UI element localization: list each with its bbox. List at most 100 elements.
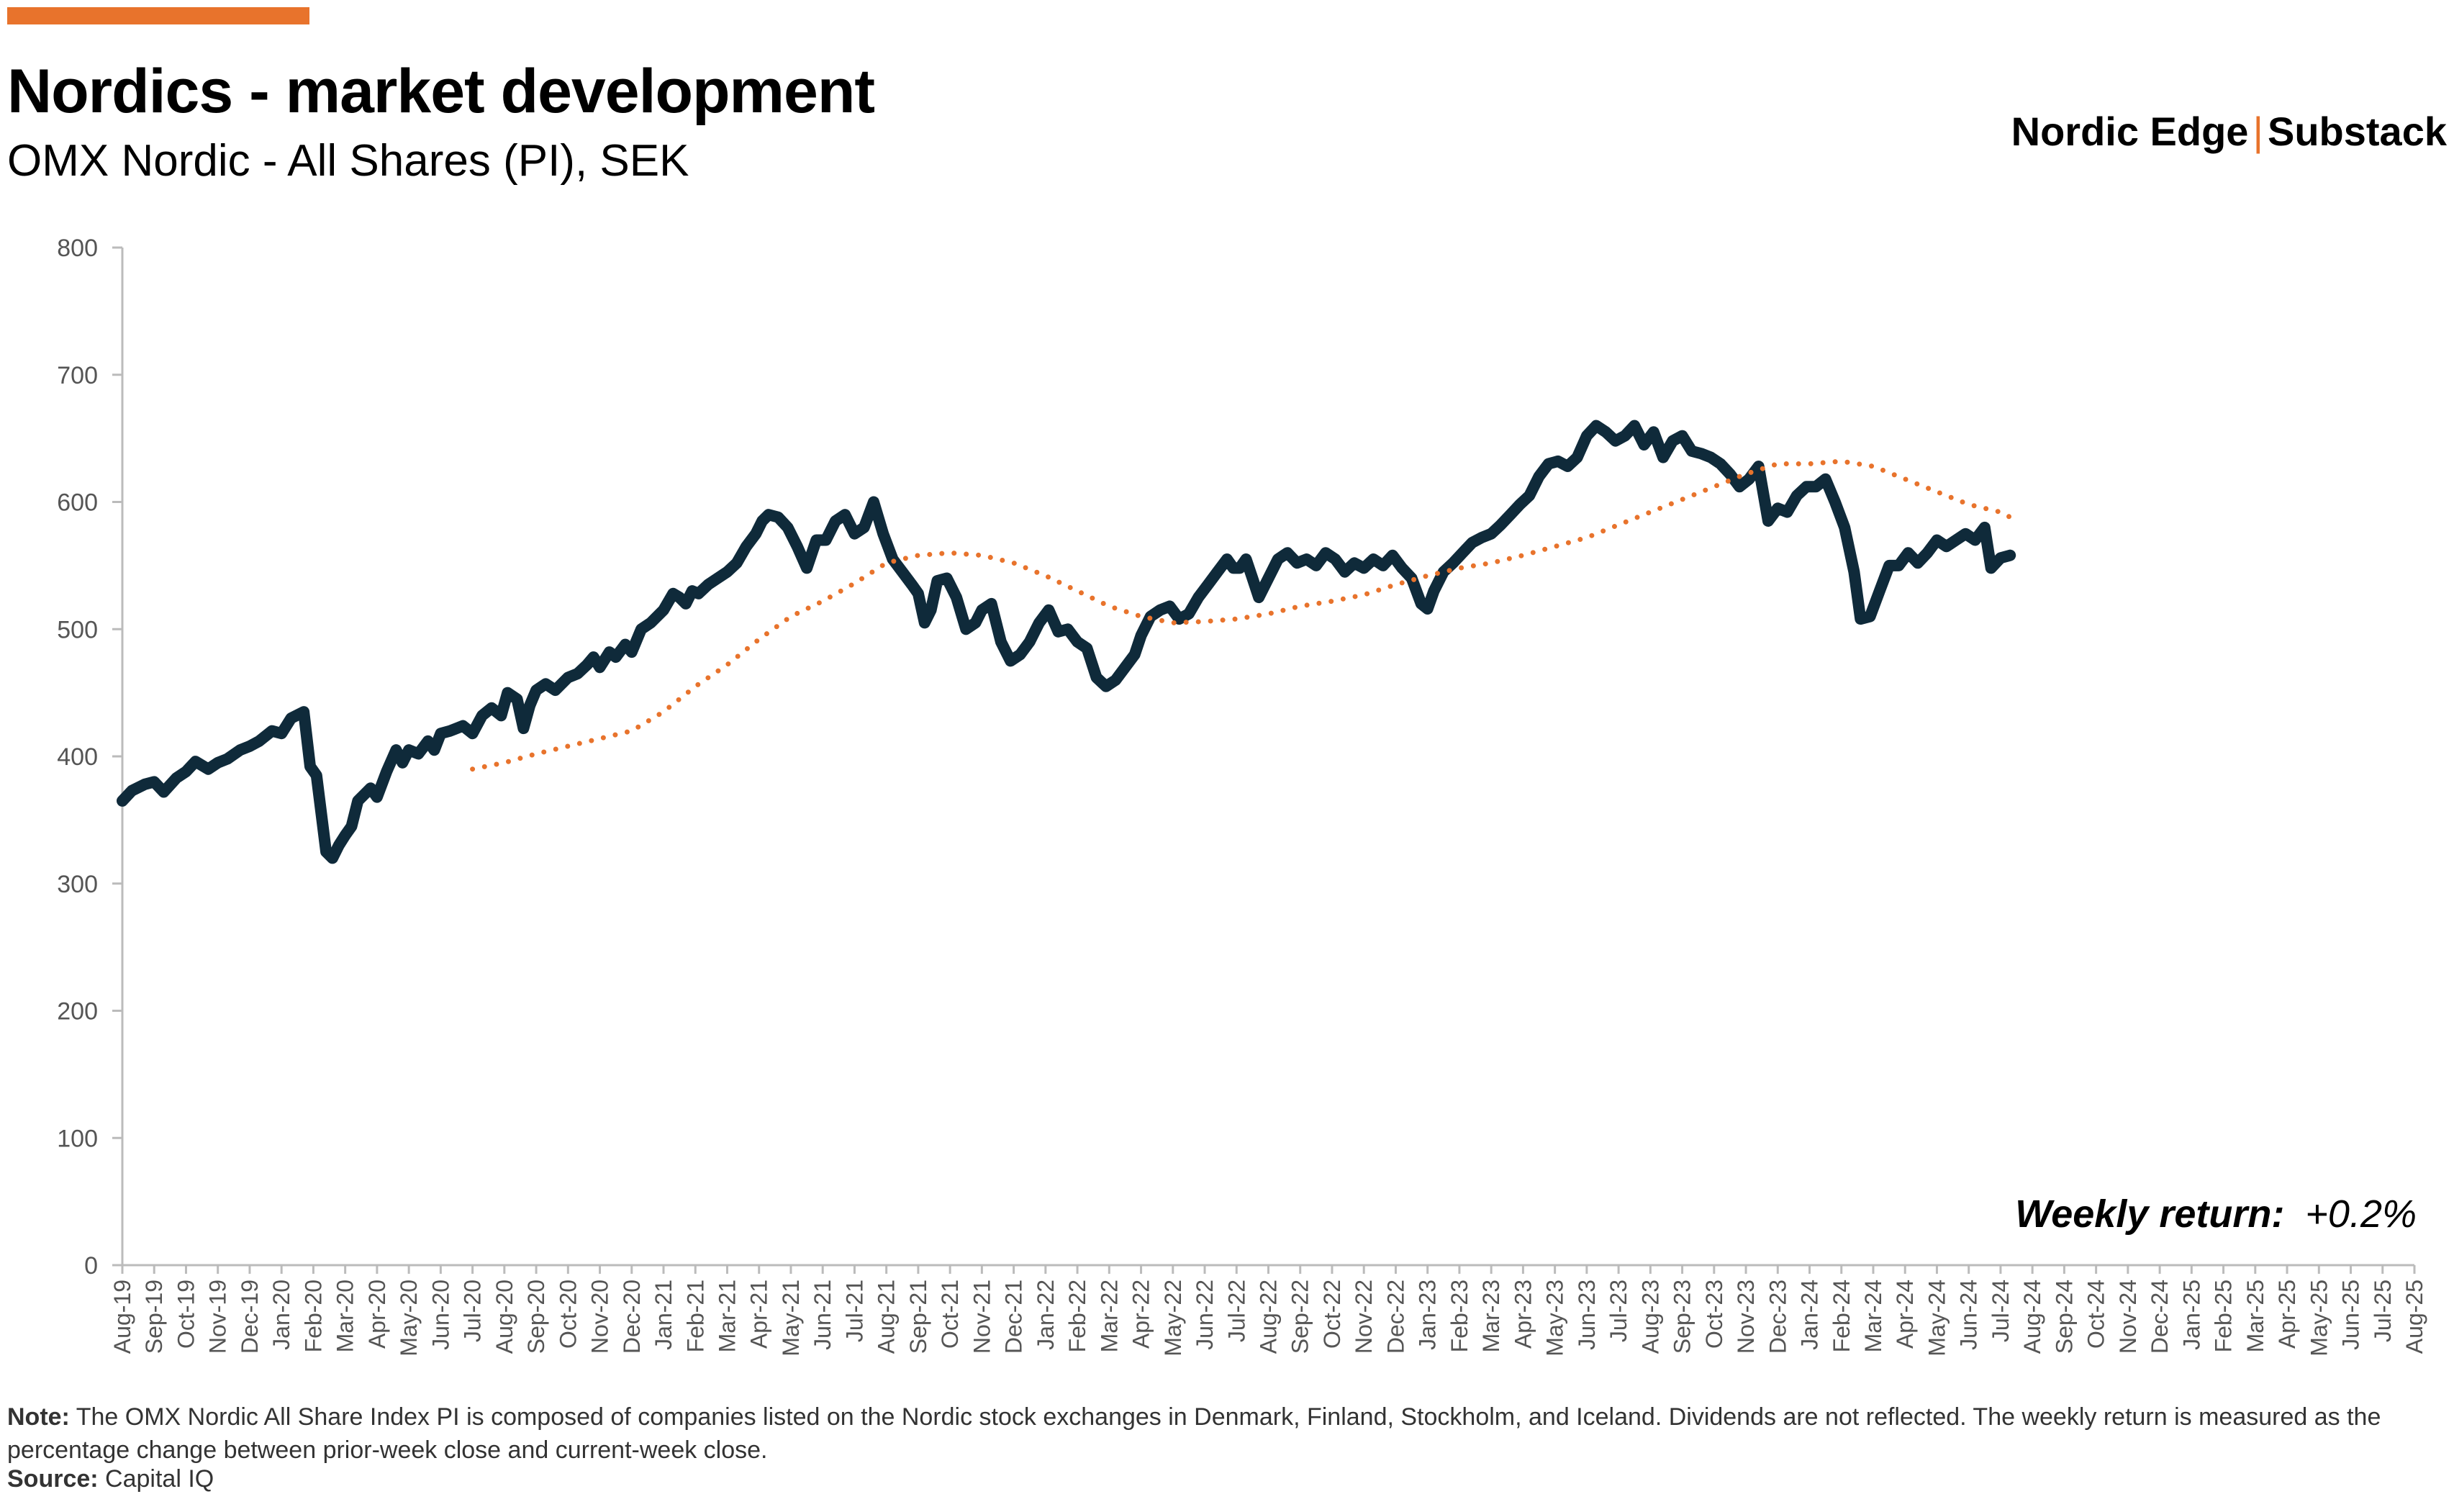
x-tick-label: May-25	[2306, 1280, 2332, 1357]
x-tick-label: Mar-24	[1860, 1280, 1886, 1352]
x-tick-label: May-22	[1160, 1280, 1186, 1357]
x-tick-label: Dec-20	[619, 1280, 645, 1354]
chart-title: Nordics - market development	[7, 57, 875, 126]
x-tick-label: Jan-25	[2178, 1280, 2204, 1350]
y-tick-label: 300	[57, 871, 98, 898]
x-tick-label: Nov-20	[587, 1280, 613, 1354]
brand-platform: Substack	[2268, 109, 2447, 154]
x-tick-label: Jan-23	[1415, 1280, 1441, 1350]
x-tick-label: May-24	[1924, 1280, 1950, 1357]
y-tick-label: 800	[57, 235, 98, 262]
x-tick-label: Feb-20	[300, 1280, 326, 1352]
x-tick-label: Apr-20	[364, 1280, 390, 1349]
weekly-return-annotation: Weekly return: +0.2%	[2015, 1192, 2417, 1236]
x-tick-label: Sep-19	[141, 1280, 167, 1354]
x-tick-label: Nov-23	[1733, 1280, 1759, 1354]
x-tick-label: Jan-21	[651, 1280, 676, 1350]
x-tick-label: Feb-23	[1446, 1280, 1472, 1352]
y-tick-label: 700	[57, 362, 98, 389]
x-tick-label: Mar-21	[714, 1280, 740, 1352]
x-axis-ticks: Aug-19 Sep-19 Oct-19 Nov-19 Dec-19 Jan-20 Feb-…	[109, 1265, 2427, 1357]
x-tick-label: Dec-22	[1382, 1280, 1408, 1354]
x-tick-label: May-21	[778, 1280, 804, 1357]
source-line: Source: Capital IQ	[7, 1465, 214, 1493]
x-tick-label: Jun-22	[1192, 1280, 1218, 1350]
x-tick-label: Oct-19	[173, 1280, 199, 1349]
x-tick-label: Dec-24	[2147, 1280, 2173, 1354]
x-tick-label: Oct-22	[1319, 1280, 1345, 1349]
weekly-return-value: +0.2%	[2305, 1192, 2417, 1236]
series-group	[117, 420, 2016, 864]
y-tick-label: 400	[57, 743, 98, 771]
x-tick-label: Aug-19	[109, 1280, 135, 1354]
accent-bar	[7, 7, 309, 24]
x-tick-label: Jun-21	[810, 1280, 836, 1350]
x-tick-label: Oct-21	[937, 1280, 963, 1349]
x-tick-label: Oct-20	[555, 1280, 581, 1349]
x-tick-label: Sep-22	[1287, 1280, 1313, 1354]
note-label: Note:	[7, 1403, 70, 1431]
x-tick-label: Mar-23	[1478, 1280, 1504, 1352]
x-tick-label: Dec-19	[237, 1280, 263, 1354]
weekly-return-label: Weekly return:	[2015, 1192, 2284, 1236]
x-tick-label: Jun-24	[1956, 1280, 1982, 1350]
x-tick-label: Feb-21	[682, 1280, 708, 1352]
x-tick-label: Sep-20	[523, 1280, 549, 1354]
x-tick-label: Feb-22	[1064, 1280, 1090, 1352]
x-tick-label: Feb-25	[2211, 1280, 2237, 1352]
x-tick-label: Jul-22	[1223, 1280, 1249, 1342]
x-tick-label: Apr-24	[1892, 1280, 1918, 1349]
trend-line-dotted	[470, 458, 2013, 772]
source-text: Capital IQ	[105, 1465, 214, 1493]
x-tick-label: Jun-23	[1574, 1280, 1600, 1350]
x-tick-label: May-20	[396, 1280, 422, 1357]
x-tick-label: May-23	[1542, 1280, 1568, 1357]
x-tick-label: Jul-24	[1988, 1280, 2014, 1342]
x-tick-label: Jul-20	[460, 1280, 486, 1342]
y-tick-label: 500	[57, 616, 98, 643]
x-tick-label: Feb-24	[1829, 1280, 1855, 1352]
y-tick-label: 0	[84, 1252, 98, 1280]
x-tick-label: Nov-24	[2115, 1280, 2141, 1354]
x-tick-label: Sep-24	[2051, 1280, 2077, 1354]
x-tick-label: Apr-21	[746, 1280, 772, 1349]
x-tick-label: Aug-22	[1256, 1280, 1282, 1354]
y-tick-label: 200	[57, 998, 98, 1026]
y-tick-label: 600	[57, 489, 98, 517]
x-tick-label: Jul-23	[1606, 1280, 1631, 1342]
x-tick-label: Aug-20	[492, 1280, 517, 1354]
x-tick-label: Nov-19	[205, 1280, 231, 1354]
x-tick-label: Aug-23	[1637, 1280, 1663, 1354]
source-label: Source:	[7, 1465, 99, 1493]
index-line	[117, 420, 2016, 864]
x-tick-label: Apr-23	[1510, 1280, 1536, 1349]
x-tick-label: Jan-24	[1797, 1280, 1823, 1350]
x-tick-label: Jan-20	[268, 1280, 294, 1350]
x-tick-label: Nov-21	[969, 1280, 995, 1354]
x-tick-label: Jul-25	[2370, 1280, 2396, 1342]
x-tick-label: Jul-21	[841, 1280, 867, 1342]
x-tick-label: Mar-20	[332, 1280, 358, 1352]
x-tick-label: Oct-24	[2083, 1280, 2109, 1349]
x-tick-label: Aug-25	[2401, 1280, 2427, 1354]
x-tick-label: Oct-23	[1701, 1280, 1727, 1349]
chart-subtitle: OMX Nordic - All Shares (PI), SEK	[7, 136, 689, 186]
x-tick-label: Apr-25	[2274, 1280, 2300, 1349]
note-text: The OMX Nordic All Share Index PI is com…	[7, 1403, 2381, 1464]
brand-separator: |	[2252, 109, 2263, 154]
x-tick-label: Jun-20	[427, 1280, 453, 1350]
y-axis-ticks: 0 100 200 300 400 500 600 700 800	[57, 235, 122, 1280]
x-tick-label: Nov-22	[1351, 1280, 1377, 1354]
x-tick-label: Jun-25	[2338, 1280, 2364, 1350]
x-tick-label: Dec-23	[1765, 1280, 1790, 1354]
axes	[121, 248, 2414, 1267]
x-tick-label: Dec-21	[1001, 1280, 1027, 1354]
x-tick-label: Jan-22	[1033, 1280, 1059, 1350]
x-tick-label: Sep-23	[1670, 1280, 1695, 1354]
brand-name: Nordic Edge	[2011, 109, 2249, 154]
x-tick-label: Mar-25	[2242, 1280, 2268, 1352]
x-tick-label: Aug-24	[2019, 1280, 2045, 1354]
brand-logo: Nordic Edge | Substack	[2011, 108, 2447, 155]
x-tick-label: Aug-21	[874, 1280, 900, 1354]
